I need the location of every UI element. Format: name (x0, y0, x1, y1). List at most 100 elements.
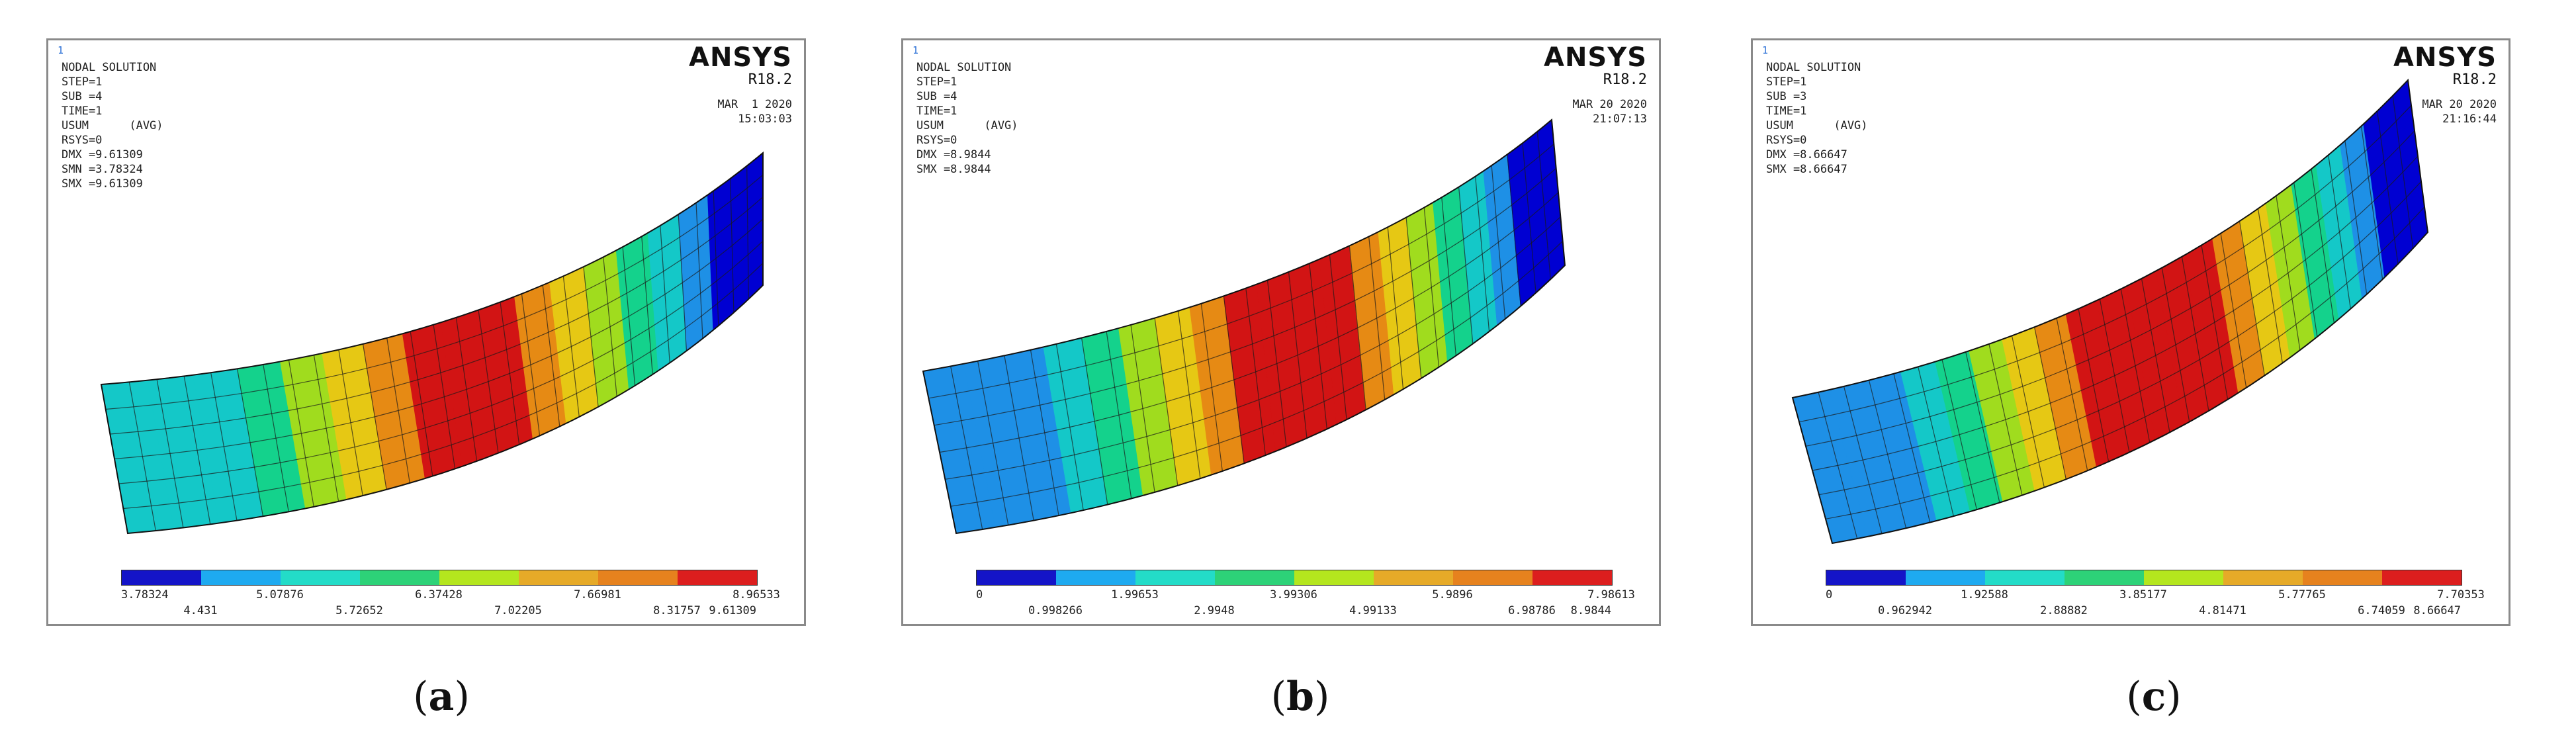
mesh-line (313, 355, 339, 502)
mesh-line (730, 178, 734, 313)
solution-info: NODAL SOLUTION STEP=1 SUB =4 TIME=1 USUM… (62, 61, 163, 191)
legend-swatch (977, 570, 1056, 585)
legend-tick-label: 0.998266 (1028, 604, 1083, 617)
legend-tick-label: 7.70353 (2437, 588, 2485, 601)
deformed-beam-contour (100, 151, 764, 535)
mesh-line (1941, 359, 1977, 510)
legend-swatch (1826, 570, 1906, 585)
mesh-line (746, 165, 749, 300)
mesh-line (1387, 227, 1404, 390)
legend-color-bar (121, 570, 758, 586)
mesh-line (2033, 327, 2066, 480)
mesh-line (713, 191, 719, 326)
mesh-line (2099, 298, 2130, 453)
legend-tick-label: 8.31757 (653, 604, 701, 617)
legend-tick-label: 4.81471 (2199, 604, 2246, 617)
mesh-line (1818, 392, 1858, 539)
legend-swatch (1532, 570, 1612, 585)
mesh-line (1177, 310, 1201, 479)
beam-outline (100, 151, 764, 535)
legend-tick-label: 5.77765 (2278, 588, 2326, 601)
legend-swatch (678, 570, 757, 585)
beam-outline (922, 118, 1566, 535)
mesh-line (410, 331, 433, 476)
mesh-line (1458, 187, 1474, 344)
mesh-line (1200, 303, 1223, 472)
ansys-version: R18.2 (1603, 71, 1647, 88)
legend-color-bar (1826, 570, 2462, 586)
legend-swatch (598, 570, 678, 585)
deformed-beam-contour (922, 118, 1566, 535)
mesh-line (1154, 318, 1178, 486)
legend-tick-label: 2.9948 (1194, 604, 1235, 617)
mesh-line (2078, 308, 2110, 462)
solution-info: NODAL SOLUTION STEP=1 SUB =4 TIME=1 USUM… (916, 61, 1018, 176)
mesh-line (1030, 349, 1059, 516)
legend-tick-label: 5.07876 (256, 588, 304, 601)
beam-outline (1791, 78, 2429, 545)
legend-tick-label: 9.61309 (709, 604, 756, 617)
legend-swatch (1374, 570, 1453, 585)
window-number: 1 (1762, 44, 1769, 56)
mesh-line (1309, 263, 1327, 429)
legend-swatch (201, 570, 281, 585)
mesh-line (2328, 155, 2351, 309)
mesh-line (1405, 217, 1422, 378)
contour-plot-panel: 1 NODAL SOLUTION STEP=1 SUB =4 TIME=1 USU… (901, 38, 1661, 626)
mesh-line (1423, 207, 1440, 368)
mesh-line (478, 310, 499, 453)
legend-swatch (281, 570, 360, 585)
mesh-line (2293, 182, 2318, 337)
mesh-line (2344, 140, 2368, 294)
mesh-line (2181, 256, 2209, 412)
mesh-line (1081, 337, 1108, 505)
mesh-line (1868, 380, 1907, 529)
legend-swatch (1453, 570, 1532, 585)
legend-tick-label: 0 (976, 588, 983, 601)
legend-swatch (2223, 570, 2303, 585)
timestamp: MAR 1 2020 15:03:03 (717, 98, 792, 126)
mesh-line (1988, 343, 2023, 496)
mesh-line (500, 302, 520, 445)
mesh-line (1507, 154, 1521, 306)
mesh-line (2392, 95, 2414, 249)
mesh-line (2276, 195, 2301, 351)
mesh-line (1368, 236, 1386, 400)
subfigure-caption: (a) (413, 674, 470, 720)
mesh-line (2141, 278, 2170, 433)
mesh-line (622, 247, 636, 386)
mesh-line (2120, 289, 2151, 443)
mesh-line (433, 324, 456, 469)
ansys-logo-text: ANSYS (688, 42, 792, 73)
legend-tick-label: 6.74059 (2358, 604, 2405, 617)
subfigure-caption: (c) (2126, 674, 2182, 720)
mesh-line (210, 373, 238, 521)
mesh-line (977, 361, 1009, 525)
timestamp: MAR 20 2020 21:16:44 (2422, 98, 2497, 126)
mesh-line (1491, 165, 1506, 320)
ansys-logo-text: ANSYS (2393, 42, 2497, 73)
legend-tick-label: 8.96533 (733, 588, 780, 601)
mesh-line (1004, 355, 1034, 521)
mesh-line (1536, 131, 1551, 280)
window-number: 1 (58, 44, 64, 56)
mesh-line (386, 337, 410, 484)
legend-tick-label: 6.98786 (1508, 604, 1556, 617)
legend-tick-label: 7.98613 (1587, 588, 1635, 601)
legend-swatch (1215, 570, 1294, 585)
mesh-line (156, 379, 184, 528)
mesh-line (455, 317, 478, 462)
mesh-line (641, 236, 653, 375)
contour-plot-panel: 1 NODAL SOLUTION STEP=1 SUB =3 TIME=1 USU… (1751, 38, 2510, 626)
mesh-line (1893, 373, 1931, 523)
legend-tick-label: 4.99133 (1349, 604, 1397, 617)
mesh-line (1055, 343, 1084, 511)
mesh-line (1843, 386, 1883, 534)
legend-swatch (439, 570, 519, 585)
mesh-line (128, 382, 156, 531)
mesh-line (2376, 111, 2399, 265)
mesh-line (1349, 245, 1366, 410)
mesh-line (521, 293, 541, 436)
legend-swatch (360, 570, 439, 585)
solution-info: NODAL SOLUTION STEP=1 SUB =3 TIME=1 USUM… (1766, 61, 1868, 176)
